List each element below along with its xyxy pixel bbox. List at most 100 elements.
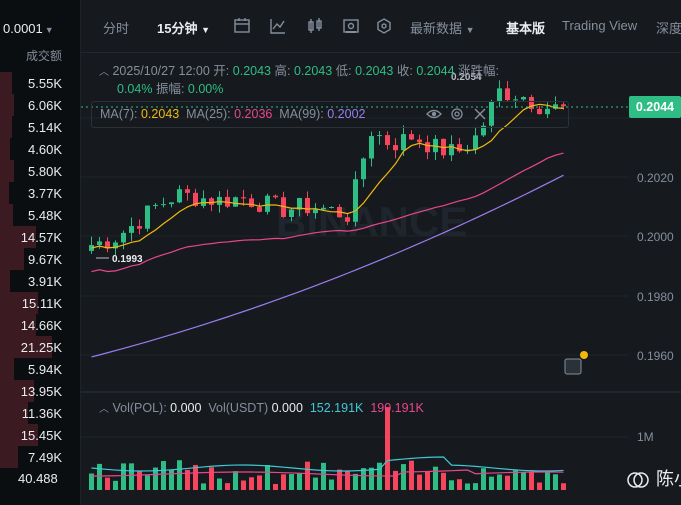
volume-value: 14.66K xyxy=(20,318,62,333)
change-label: 涨跌幅: xyxy=(458,64,500,78)
candle-body xyxy=(97,241,102,246)
tab-tradingview[interactable]: Trading View xyxy=(562,18,638,33)
candle-body xyxy=(177,189,182,203)
volume-row: 15.45K xyxy=(0,424,80,446)
volume-row: 11.36K xyxy=(0,402,80,424)
candle-body xyxy=(241,197,246,199)
wechat-logo-icon xyxy=(627,472,649,488)
ma99-value: 0.2002 xyxy=(327,107,366,121)
axis-label-3: 0.1960 xyxy=(637,349,674,363)
volume-bar xyxy=(321,462,326,490)
candle-body xyxy=(377,135,382,137)
candle-body xyxy=(129,226,134,233)
low-marker: 0.1993 xyxy=(112,254,143,265)
volume-bar xyxy=(185,469,190,490)
tab-depth[interactable]: 深度 xyxy=(656,21,681,36)
candle-body xyxy=(425,142,430,153)
volume-bar xyxy=(161,461,166,490)
volume-row: 5.55K xyxy=(0,72,80,94)
volume-bar xyxy=(329,479,334,490)
line-chart-icon[interactable] xyxy=(269,17,287,35)
volume-bar xyxy=(209,467,214,490)
volume-value: 5.48K xyxy=(28,208,62,223)
volume-bar xyxy=(489,476,494,490)
collapse-icon[interactable]: ︿ xyxy=(99,67,109,78)
candlestick-chart[interactable]: BINANCE 0.2054 0.1993 xyxy=(81,0,681,505)
candle-body xyxy=(145,205,150,229)
indicator-icon[interactable] xyxy=(233,17,251,35)
candlestick-icon[interactable] xyxy=(306,17,324,35)
volume-bar xyxy=(401,464,406,490)
volume-value: 6.06K xyxy=(28,98,62,113)
candle-body xyxy=(369,136,374,159)
ma99-line xyxy=(91,174,564,358)
candle-body xyxy=(409,134,414,140)
volume-bar xyxy=(553,474,558,490)
high-value: 0.2043 xyxy=(293,64,333,78)
close-icon[interactable] xyxy=(472,106,488,122)
candle-body xyxy=(113,242,118,249)
candle-body xyxy=(257,207,262,212)
ma99-label: MA(99): xyxy=(279,107,324,121)
candle-body xyxy=(185,189,190,193)
tab-basic[interactable]: 基本版 xyxy=(506,21,546,36)
vol-usdt-label: Vol(USDT) xyxy=(208,401,269,415)
low-value: 0.2043 xyxy=(355,64,394,78)
volume-depth-bar xyxy=(0,424,39,446)
settings-gear-icon[interactable] xyxy=(449,106,465,122)
vol-pol-value: 0.000 xyxy=(170,401,202,415)
ma7-value: 0.2043 xyxy=(140,107,180,121)
candle-body xyxy=(321,207,326,210)
volume-bar xyxy=(337,469,342,490)
volume-bar xyxy=(353,473,358,490)
interval-select[interactable]: 15分钟 ▼ xyxy=(157,18,210,37)
eye-icon[interactable] xyxy=(426,106,442,122)
volume-depth-bar xyxy=(0,72,12,94)
candle-body xyxy=(497,88,502,102)
volume-depth-bar xyxy=(0,292,38,314)
candle-body xyxy=(289,209,294,217)
candle-body xyxy=(521,97,526,100)
volume-depth-bar xyxy=(0,138,11,160)
volume-bar xyxy=(537,482,542,490)
ohlc-legend-line2: 0.04% 振幅: 0.00% xyxy=(117,78,223,97)
volume-value: 3.91K xyxy=(28,274,62,289)
low-label: 低: xyxy=(335,64,352,78)
price-precision-select[interactable]: 0.0001 ▼ xyxy=(3,21,54,36)
candle-body xyxy=(345,217,350,222)
volume-bar xyxy=(457,479,462,490)
volume-depth-bar xyxy=(0,160,14,182)
volume-depth-bar xyxy=(0,402,28,424)
collapse-icon[interactable]: ︿ xyxy=(99,404,109,415)
ma-legend[interactable]: MA(7): 0.2043 MA(25): 0.2036 MA(99): 0.2… xyxy=(91,101,569,128)
settings-icon[interactable] xyxy=(342,17,360,35)
tab-time[interactable]: 分时 xyxy=(103,21,130,36)
volume-value: 15.11K xyxy=(21,296,62,311)
volume-bar xyxy=(193,464,198,490)
candle-body xyxy=(305,197,310,214)
volume-depth-bar xyxy=(0,226,36,248)
latest-data-select[interactable]: 最新数据 ▼ xyxy=(410,18,475,37)
volume-row: 3.91K xyxy=(0,270,80,292)
axis-label-1: 0.2000 xyxy=(637,230,674,244)
volume-bar xyxy=(561,483,566,490)
candle-body xyxy=(529,97,534,109)
volume-bar xyxy=(113,480,118,490)
bottom-value: 40.488 xyxy=(18,471,58,486)
vol-pol-label: Vol(POL): xyxy=(112,401,167,415)
volume-row: 9.67K xyxy=(0,248,80,270)
volume-axis-label: 1M xyxy=(637,430,654,444)
volume-bar xyxy=(385,407,390,490)
high-marker: 0.2054 xyxy=(451,72,482,83)
candle-body xyxy=(401,134,406,151)
left-panel: 0.0001 ▼ 成交额 5.55K 6.06K 5.14K 4.60K 5.80K 3.7… xyxy=(0,0,80,505)
volume-depth-bar xyxy=(0,446,19,468)
chart-toolbar: 分时 15分钟 ▼ 最新数据 ▼ 基本版 Trading View 深度 xyxy=(81,0,681,53)
volume-value: 5.94K xyxy=(28,362,62,377)
volume-bar xyxy=(361,468,366,490)
hexagon-icon[interactable] xyxy=(375,17,393,35)
volume-bar xyxy=(473,483,478,490)
volume-bar xyxy=(177,460,182,490)
volume-value: 5.55K xyxy=(28,76,62,91)
amplitude-value: 0.00% xyxy=(187,82,224,96)
